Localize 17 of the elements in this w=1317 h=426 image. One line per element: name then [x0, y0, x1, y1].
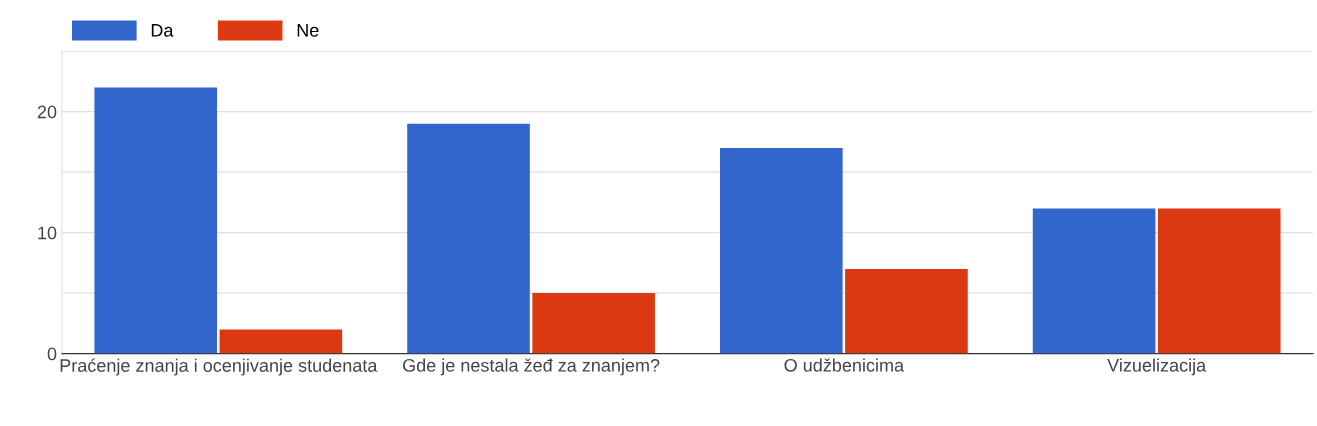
bar — [845, 268, 968, 354]
x-tick-label: O udžbenicima — [784, 358, 905, 372]
legend-label: Ne — [297, 24, 319, 37]
bar — [219, 329, 343, 354]
bar — [1032, 208, 1156, 354]
x-tick-label: Praćenje znanja i ocenjivanje studenata — [60, 358, 378, 376]
bar — [1157, 208, 1281, 354]
bar — [407, 123, 530, 354]
bar — [94, 87, 218, 354]
x-tick-label: Gde je nestala žeđ za znanjem? — [403, 358, 660, 376]
legend-label: Da — [151, 24, 174, 37]
y-tick-label: 20 — [37, 105, 57, 119]
bar — [720, 147, 843, 354]
bar — [532, 293, 655, 354]
y-tick-label: 0 — [47, 347, 57, 361]
x-tick-label: Vizuelizacija — [1107, 358, 1207, 376]
y-tick-label: 10 — [38, 226, 57, 240]
